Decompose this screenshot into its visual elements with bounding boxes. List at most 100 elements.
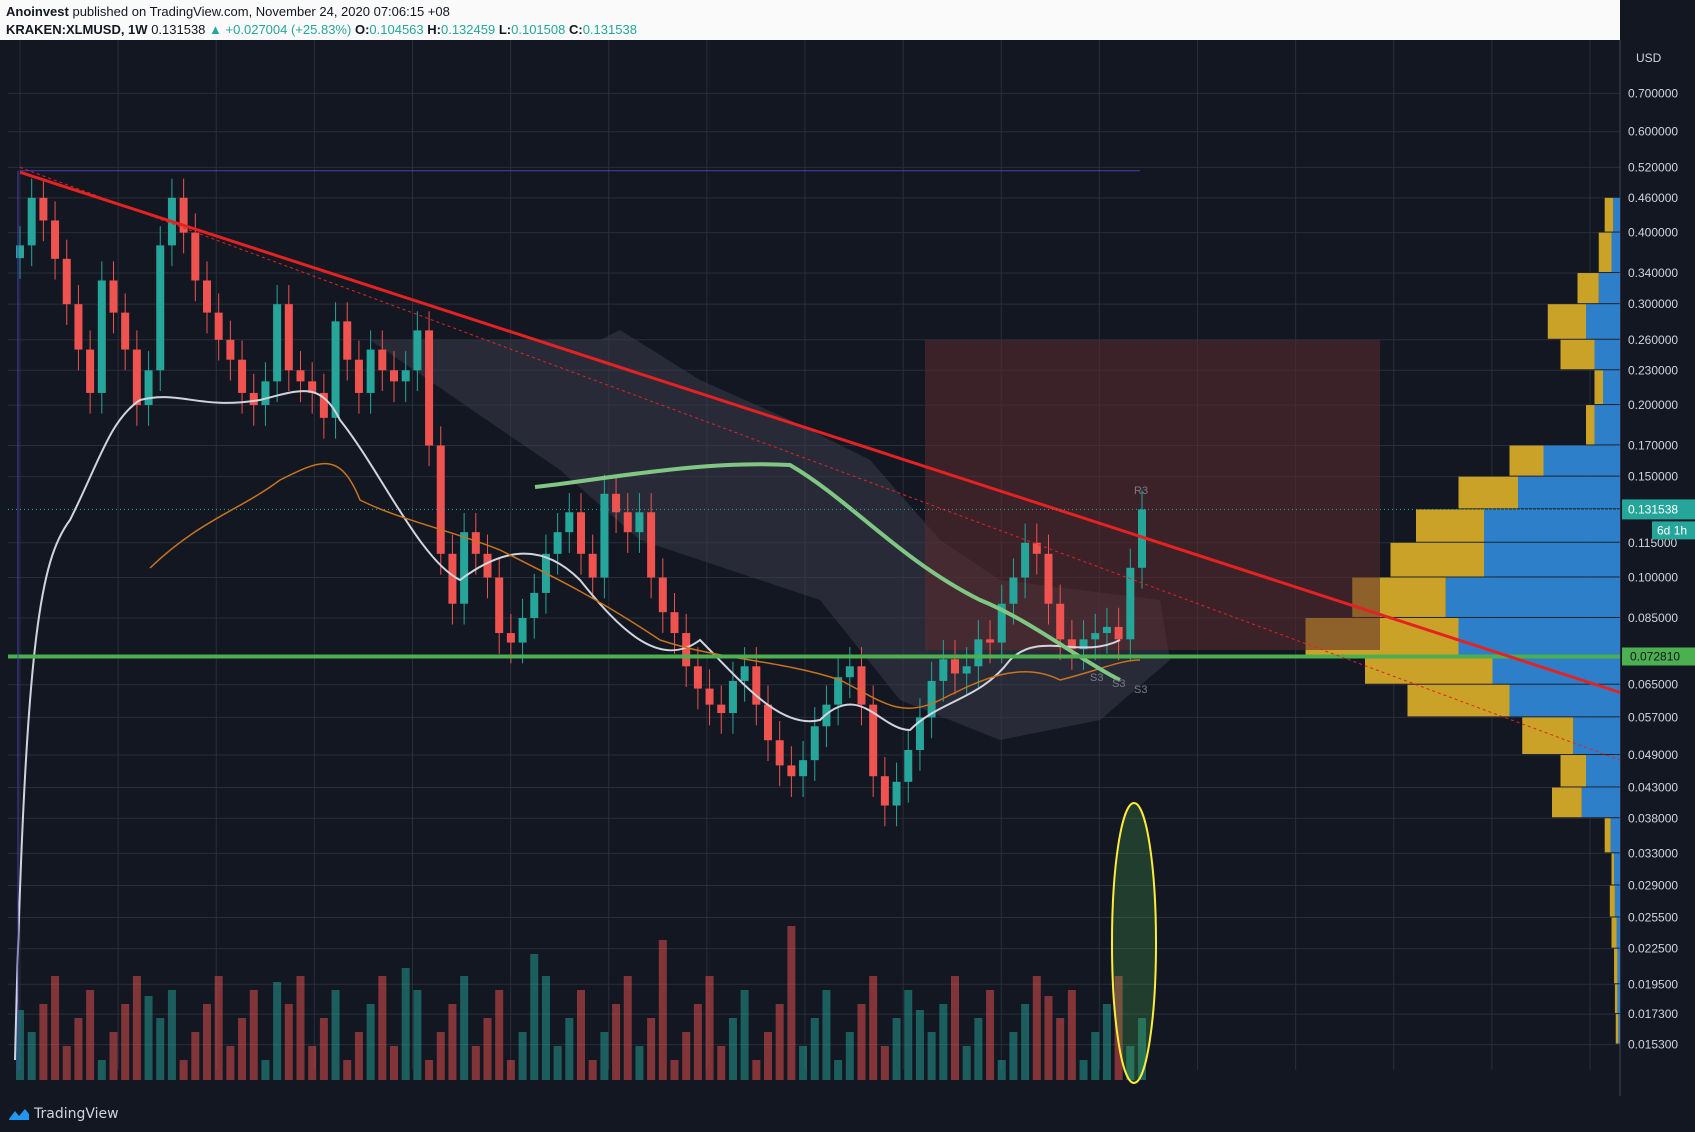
candle-body	[670, 612, 679, 634]
volume-bar	[869, 976, 878, 1080]
volume-profile-bar-up	[1614, 853, 1620, 885]
volume-bar	[16, 1010, 24, 1080]
candle-body	[1032, 542, 1041, 554]
y-tick-label: 0.025500	[1628, 911, 1678, 925]
candle-body	[939, 659, 948, 681]
volume-bar	[892, 1018, 901, 1080]
candle-body	[483, 553, 492, 578]
author-name[interactable]: Anoinvest	[6, 4, 69, 19]
candle-body	[717, 704, 726, 714]
volume-profile-bar-down	[1611, 853, 1615, 885]
candle-body	[1067, 639, 1076, 650]
y-tick-label: 0.017300	[1628, 1007, 1678, 1021]
candle-body	[682, 633, 691, 667]
y-tick-label: 0.300000	[1628, 297, 1678, 311]
candle-body	[728, 680, 737, 714]
sma-short-line	[14, 390, 1121, 1061]
candle-body	[845, 666, 854, 678]
y-tick-label: 0.085000	[1628, 611, 1678, 625]
y-tick-label: 0.600000	[1628, 125, 1678, 139]
tradingview-logo[interactable]: TradingView	[8, 1106, 119, 1122]
y-tick-label: 0.015300	[1628, 1038, 1678, 1052]
volume-profile-bar-down	[1560, 755, 1586, 787]
price-label: 0.131538	[1628, 502, 1678, 516]
candle-body	[156, 245, 165, 371]
volume-bar	[1079, 1060, 1088, 1080]
volume-bar	[787, 926, 796, 1080]
candle-body	[951, 659, 959, 674]
sma-long-line	[149, 462, 1141, 709]
candle-body	[635, 512, 644, 533]
volume-bar	[670, 1060, 679, 1080]
candle-body	[962, 666, 971, 674]
volume-bar	[308, 1046, 317, 1080]
candle-body	[214, 312, 223, 340]
volume-bar	[39, 1004, 48, 1080]
candle-body	[436, 445, 445, 554]
volume-bar	[1067, 990, 1076, 1080]
candle-body	[834, 677, 843, 705]
resistance-trendline	[19, 170, 1621, 694]
candle-body	[658, 577, 667, 613]
volume-bar	[530, 954, 539, 1080]
volume-bar	[728, 1018, 737, 1080]
last-price: 0.131538	[151, 22, 206, 37]
candle-body	[203, 280, 211, 313]
candle-body	[600, 493, 609, 578]
volume-profile-bar-down	[1615, 1014, 1619, 1044]
volume-profile-bar-up	[1518, 476, 1620, 509]
volume-profile-bar-up	[1616, 917, 1620, 948]
candle-body	[764, 704, 772, 741]
candle-body	[144, 370, 153, 406]
candle-body	[693, 666, 702, 689]
volume-bar	[214, 976, 223, 1080]
dotted-trendline	[19, 166, 1621, 761]
candle-body	[249, 392, 258, 406]
volume-bar	[97, 1060, 106, 1080]
volume-profile-bar-down	[1365, 656, 1493, 684]
candle-body	[588, 553, 597, 578]
volume-bar	[1056, 1018, 1065, 1080]
tradingview-icon	[9, 1109, 29, 1120]
volume-bar	[425, 1060, 434, 1080]
volume-profile-bar-down	[1586, 405, 1595, 445]
volume-bar	[752, 1060, 761, 1080]
price-chart[interactable]: 0.700000 0.600000 0.520000 0.460000 0.400000…	[0, 40, 1695, 1096]
support-pivot-label: S3	[1112, 678, 1125, 690]
candle-body	[343, 321, 352, 360]
candle-body	[1021, 542, 1030, 578]
candle-body	[74, 304, 83, 350]
candle-body	[1114, 626, 1123, 640]
publish-info: published on TradingView.com, November 2…	[72, 4, 450, 19]
volume-bar	[413, 990, 422, 1080]
candle-body	[121, 312, 130, 350]
candle-body	[238, 359, 247, 393]
low-value: 0.101508	[511, 22, 566, 37]
countdown-label: 6d 1h	[1657, 523, 1687, 537]
volume-profile-bar-up	[1586, 304, 1620, 339]
y-tick-label: 0.150000	[1628, 470, 1678, 484]
volume-bar	[319, 1018, 328, 1080]
candle-body	[261, 381, 270, 406]
volume-bar	[331, 990, 340, 1080]
y-tick-label: 0.340000	[1628, 266, 1678, 280]
volume-bar	[565, 1018, 574, 1080]
symbol-title[interactable]: KRAKEN:XLMUSD, 1W	[6, 22, 148, 37]
volume-bar	[436, 1032, 445, 1080]
y-tick-label: 0.033000	[1628, 846, 1678, 860]
y-tick-label: 0.100000	[1628, 571, 1678, 585]
volume-profile-bar-down	[1604, 197, 1614, 232]
volume-bar	[1138, 1018, 1146, 1080]
volume-bar	[191, 1032, 200, 1080]
candle-body	[892, 781, 901, 806]
volume-bar	[109, 1032, 118, 1080]
volume-bar	[121, 1004, 130, 1080]
volume-profile-bar-down	[1407, 684, 1510, 717]
volume-bar	[1114, 976, 1123, 1080]
volume-bar	[764, 1032, 772, 1080]
volume-profile-bar-up	[1484, 509, 1620, 542]
close-label: C:	[568, 22, 583, 37]
candle-body	[39, 197, 48, 221]
brand-text: TradingView	[34, 1106, 119, 1122]
volume-bar	[974, 1018, 983, 1080]
